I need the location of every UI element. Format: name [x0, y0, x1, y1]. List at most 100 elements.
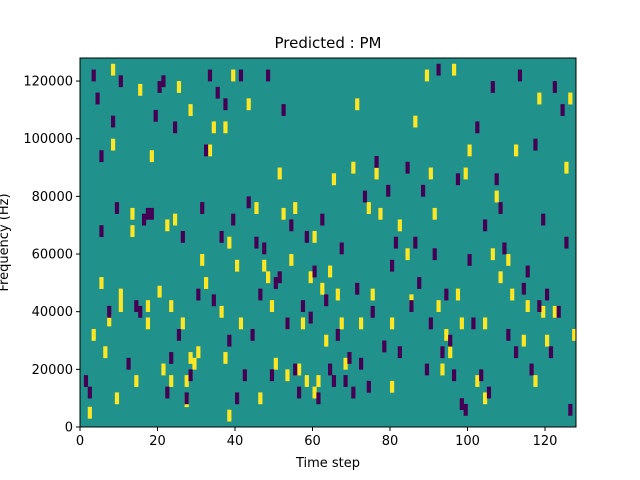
heatmap-cell-high [297, 363, 302, 376]
heatmap-cell-high [572, 328, 577, 341]
heatmap-cell-high [343, 357, 348, 370]
heatmap-cell-low [386, 184, 391, 197]
x-tick-label: 0 [76, 434, 84, 449]
y-tick-label: 40000 [32, 305, 73, 320]
heatmap-cell-low [374, 156, 379, 168]
heatmap-cell-high [490, 248, 495, 261]
heatmap-cell-low [250, 328, 255, 341]
heatmap-cell-low [134, 300, 139, 312]
heatmap-cell-high [335, 288, 340, 301]
heatmap-cell-high [483, 392, 488, 405]
heatmap-cell-high [413, 115, 418, 128]
heatmap-cell-high [328, 265, 333, 278]
heatmap-cell-low [405, 161, 410, 174]
heatmap-cell-low [169, 352, 174, 364]
heatmap-cell-low [366, 380, 371, 393]
heatmap-cell-low [552, 81, 557, 93]
heatmap-cell-low [293, 363, 298, 376]
heatmap-cell-high [564, 161, 569, 174]
heatmap-cell-high [246, 98, 251, 111]
heatmap-cell-high [366, 202, 371, 214]
heatmap-cell-high [308, 271, 313, 284]
heatmap-cell-low [254, 236, 259, 249]
heatmap-cell-high [525, 300, 530, 312]
heatmap-cell-low [266, 69, 271, 82]
heatmap-cell-high [436, 300, 441, 312]
chart-title: Predicted : PM [275, 34, 382, 52]
heatmap-cell-low [455, 173, 461, 186]
heatmap-cell-low [200, 202, 205, 214]
heatmap-cell-low [525, 265, 530, 278]
heatmap-cell-low [421, 184, 426, 197]
heatmap-cell-high [331, 173, 337, 186]
heatmap-cell-high [111, 63, 116, 76]
heatmap-cell-high [277, 167, 282, 180]
heatmap-cell-low [184, 392, 189, 405]
heatmap-cell-high [99, 277, 104, 289]
heatmap-cell-high [180, 317, 185, 330]
heatmap-cell-high [138, 83, 143, 96]
heatmap-cell-high [269, 300, 275, 312]
heatmap-cell-high [145, 300, 151, 312]
heatmap-cell-low [173, 121, 178, 134]
heatmap-cell-high [87, 406, 92, 419]
heatmap-cell-low [568, 403, 573, 416]
heatmap-cell-high [552, 305, 557, 318]
heatmap-cell-low [273, 277, 278, 289]
heatmap-cell-high [169, 375, 174, 387]
heatmap-cells [80, 58, 577, 427]
heatmap-cell-high [300, 317, 306, 330]
heatmap-cell-low [479, 369, 484, 382]
heatmap-cell-low [238, 69, 244, 82]
heatmap-cell-low [486, 386, 492, 399]
heatmap-cell-low [560, 104, 565, 116]
heatmap-cell-high [397, 219, 402, 232]
heatmap-cell-high [157, 285, 162, 298]
heatmap-cell-high [281, 207, 286, 220]
heatmap-cell-low [153, 109, 158, 122]
heatmap-cell-low [308, 311, 313, 324]
heatmap-cell-low [242, 369, 247, 382]
heatmap-cell-low [188, 369, 193, 382]
heatmap-cell-high [204, 277, 209, 289]
heatmap-cell-high [533, 375, 538, 387]
heatmap-cell-high [428, 167, 433, 180]
y-axis-ticks: 0 20000 40000 60000 80000 100000 120000 [23, 75, 80, 436]
heatmap-cell-high [227, 236, 232, 249]
heatmap-cell-high [207, 144, 213, 157]
heatmap-cell-high [440, 363, 445, 376]
heatmap-cell-low [529, 363, 534, 376]
heatmap-cell-high [107, 314, 112, 327]
heatmap-cell-low [448, 334, 453, 347]
heatmap-cell-low [382, 340, 387, 353]
heatmap-cell-high [196, 346, 201, 359]
heatmap-cell-low [459, 398, 464, 411]
heatmap-cell-high [235, 259, 240, 272]
heatmap-cell-low [99, 225, 104, 238]
heatmap-cell-low [359, 357, 364, 370]
x-axis-ticks: 0 20 40 60 80 100 120 [76, 427, 558, 449]
heatmap-cell-low [157, 81, 162, 93]
x-tick-label: 100 [455, 434, 480, 449]
heatmap-cell-low [541, 213, 546, 226]
heatmap-cell-low [118, 75, 123, 88]
heatmap-cell-high [238, 317, 244, 330]
y-tick-label: 0 [65, 421, 73, 436]
heatmap-cell-low [142, 213, 147, 226]
heatmap-cell-high [111, 138, 116, 151]
heatmap-cell-high [390, 380, 395, 393]
heatmap-cell-high [103, 346, 108, 359]
heatmap-cell-low [564, 236, 569, 249]
heatmap-cell-low [502, 242, 507, 255]
heatmap-cell-low [521, 282, 526, 295]
heatmap-cell-high [254, 202, 259, 214]
heatmap-cell-high [390, 317, 395, 330]
heatmap-cell-high [320, 282, 325, 295]
heatmap-cell-low [417, 277, 422, 289]
heatmap-cell-low [95, 92, 100, 105]
heatmap-cell-high [231, 69, 236, 82]
y-tick-label: 60000 [32, 248, 73, 263]
heatmap-cell-high [188, 104, 193, 116]
heatmap-cell-high [483, 317, 488, 330]
x-tick-label: 120 [533, 434, 558, 449]
